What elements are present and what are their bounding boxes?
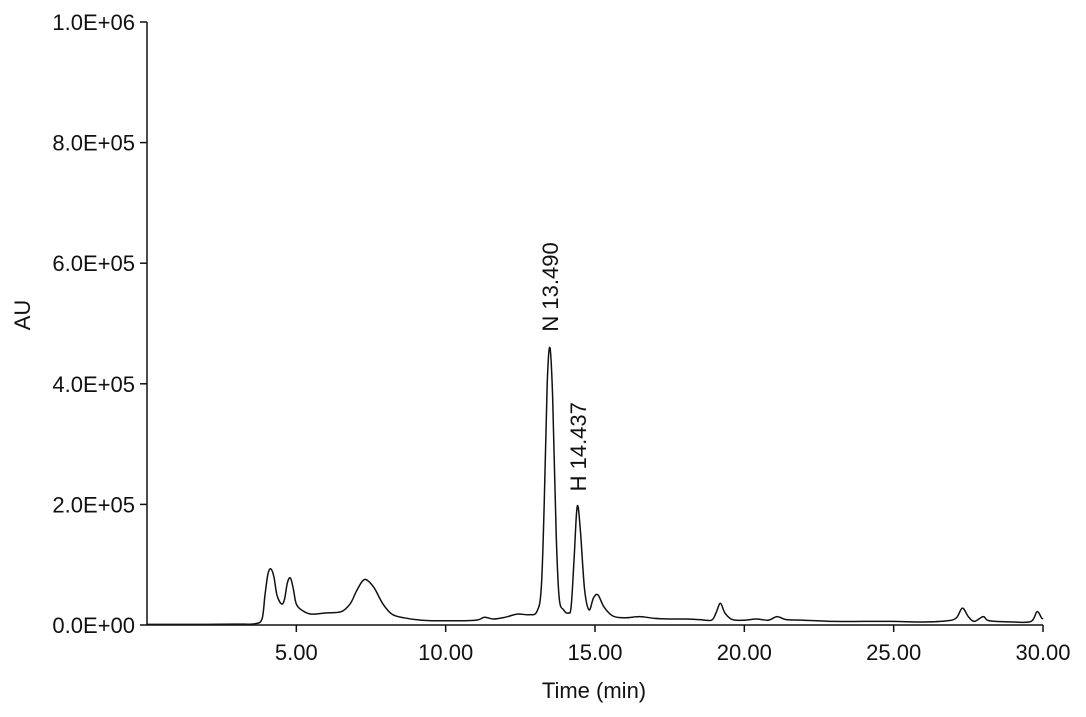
y-tick-label: 1.0E+06: [52, 10, 135, 35]
peak-label: N 13.490: [538, 242, 563, 331]
y-tick-label: 2.0E+05: [52, 492, 135, 517]
y-tick-label: 6.0E+05: [52, 251, 135, 276]
chromatogram-trace: [147, 346, 1044, 626]
trace-layer: [147, 346, 1044, 626]
peak-label: H 14.437: [566, 402, 591, 491]
y-axis-title: AU: [10, 300, 35, 331]
x-axis-title: Time (min): [542, 678, 646, 703]
x-ticks: 5.00 10.00 15.00 20.00 25.00 30.00: [275, 625, 1071, 665]
y-tick-label: 4.0E+05: [52, 372, 135, 397]
x-tick-label: 5.00: [275, 640, 318, 665]
y-ticks: 0.0E+00 2.0E+05 4.0E+05 6.0E+05 8.0E+05 1.0E+…: [52, 10, 147, 638]
y-tick-label: 0.0E+00: [52, 613, 135, 638]
x-tick-label: 30.00: [1015, 640, 1070, 665]
y-tick-label: 8.0E+05: [52, 131, 135, 156]
x-tick-label: 25.00: [866, 640, 921, 665]
axes: [146, 22, 1043, 626]
x-tick-label: 20.00: [717, 640, 772, 665]
peak-annotations: N 13.490 H 14.437: [538, 242, 591, 491]
x-tick-label: 15.00: [567, 640, 622, 665]
x-tick-label: 10.00: [418, 640, 473, 665]
